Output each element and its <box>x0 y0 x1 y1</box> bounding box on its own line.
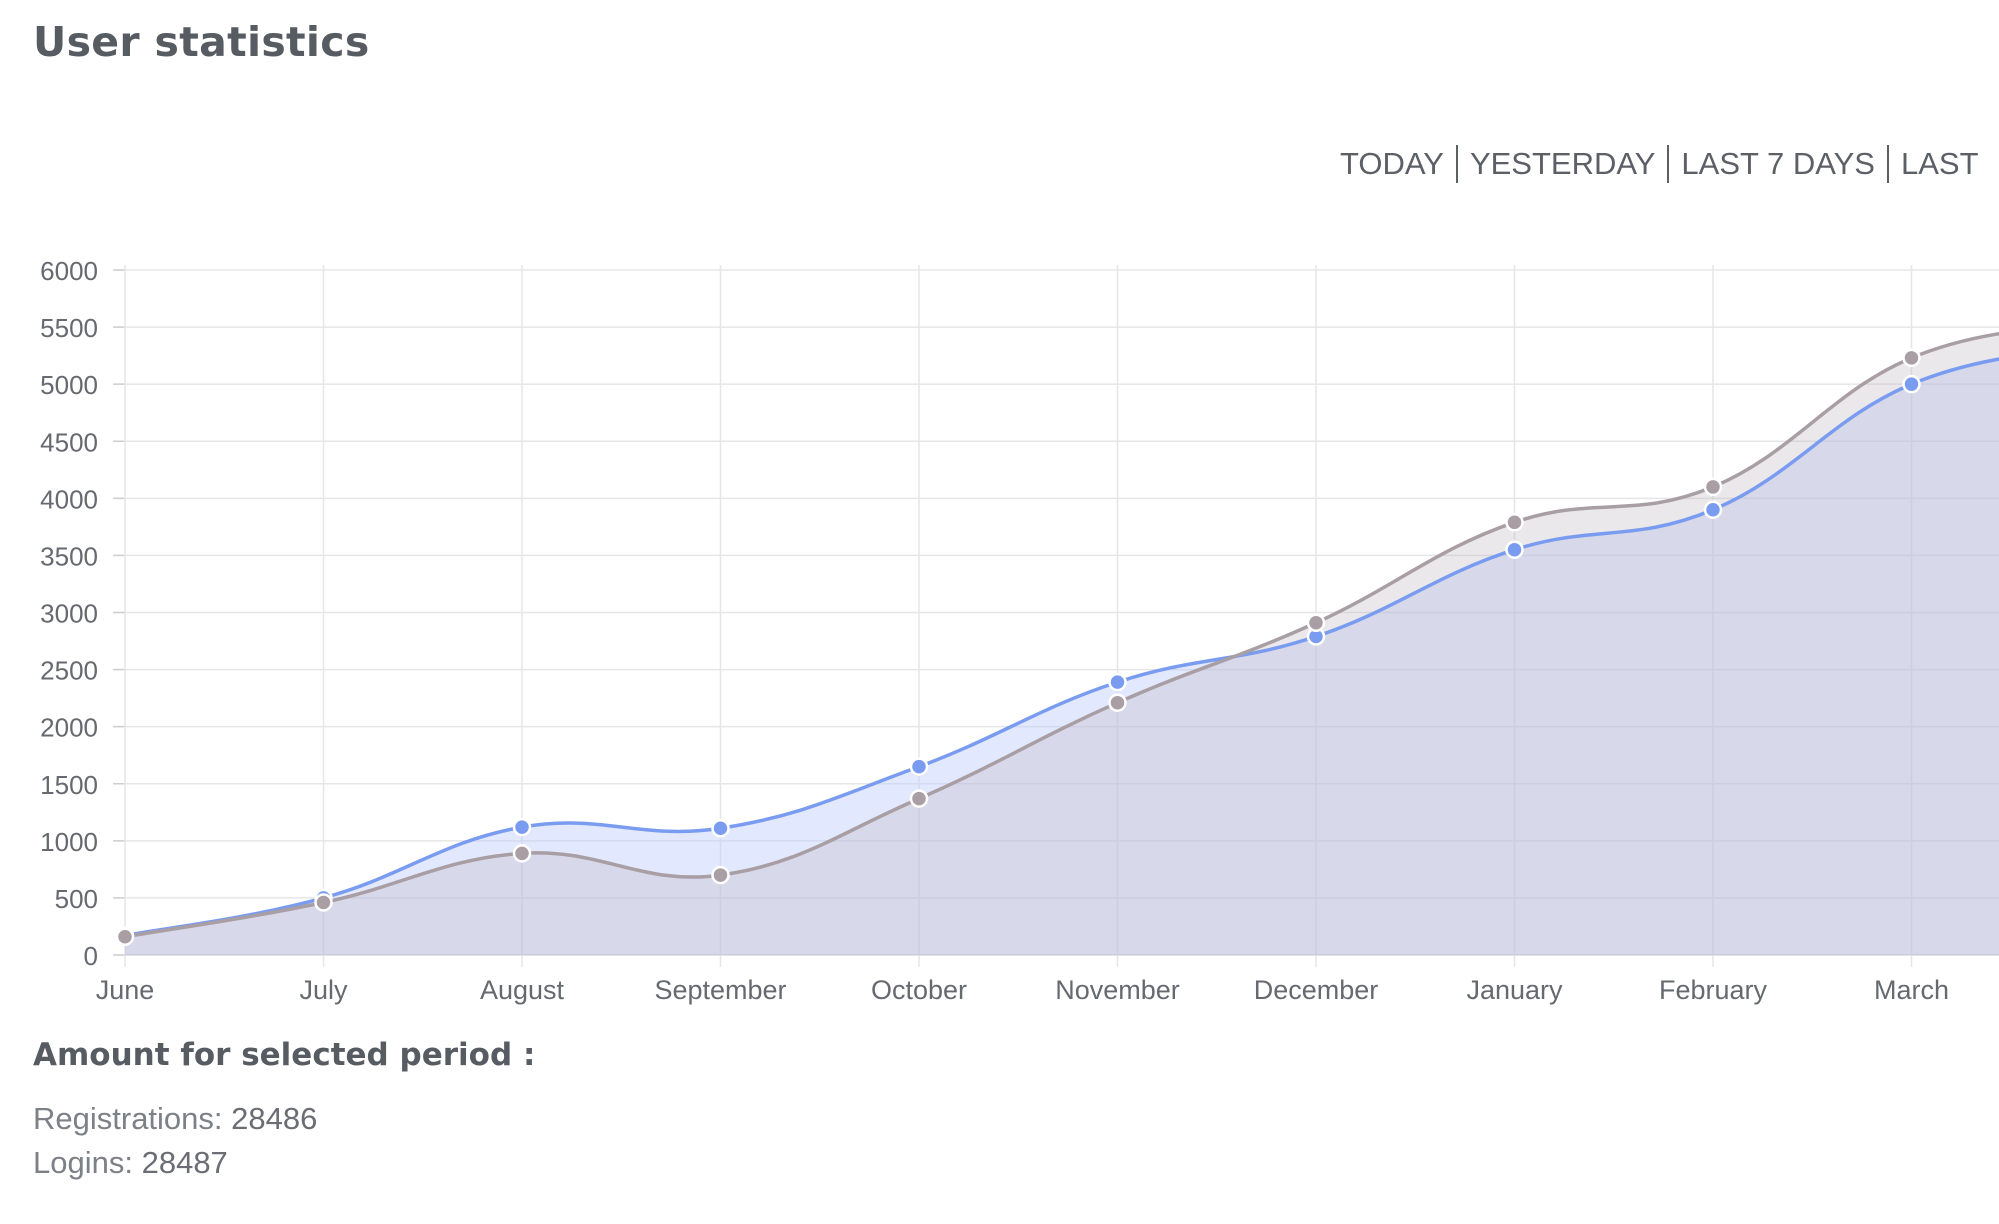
y-tick-label: 1500 <box>40 770 98 800</box>
series-a-area <box>125 359 1999 955</box>
series-b-point[interactable] <box>711 865 730 885</box>
y-tick-label: 6000 <box>40 256 98 286</box>
series-b-point[interactable] <box>909 789 929 808</box>
y-tick-label: 1000 <box>40 827 98 857</box>
page-title: User statistics <box>33 18 370 66</box>
period-last-7-days-link[interactable]: LAST 7 DAYS <box>1681 146 1875 181</box>
nav-divider <box>1886 145 1889 183</box>
x-tick-label: July <box>299 975 348 1005</box>
nav-divider <box>1455 145 1458 183</box>
logins-value: 28487 <box>141 1145 228 1180</box>
x-tick-label: December <box>1254 975 1379 1005</box>
logins-label: Logins: <box>33 1145 133 1180</box>
series-b-point[interactable] <box>1703 477 1723 497</box>
series-b-point[interactable] <box>1902 348 1921 368</box>
logins-stat: Logins: 28487 <box>33 1141 535 1185</box>
x-tick-label: September <box>654 975 786 1005</box>
series-b-point[interactable] <box>115 927 135 946</box>
y-tick-label: 3000 <box>40 599 98 629</box>
series-a-point[interactable] <box>512 817 532 837</box>
y-tick-label: 500 <box>55 884 98 914</box>
period-today-link[interactable]: TODAY <box>1340 146 1444 181</box>
series-b-point[interactable] <box>1306 613 1326 633</box>
x-tick-label: February <box>1659 975 1768 1005</box>
x-tick-label: March <box>1874 975 1949 1005</box>
series-b-point[interactable] <box>314 893 333 912</box>
registrations-value: 28486 <box>231 1101 318 1136</box>
series-a-point[interactable] <box>711 819 730 838</box>
series-b-point[interactable] <box>1505 513 1524 532</box>
series-b-point[interactable] <box>1108 693 1127 712</box>
series-a-point[interactable] <box>1108 672 1127 692</box>
period-last-link[interactable]: LAST <box>1900 146 1979 181</box>
summary-heading: Amount for selected period : <box>33 1037 536 1073</box>
user-statistics-chart: 0 500 1000 1500 2000 2500 3000 3500 4000 4500 5000… <box>40 256 1999 1005</box>
registrations-stat: Registrations: 28486 <box>33 1097 535 1141</box>
x-tick-label: August <box>480 975 565 1005</box>
period-yesterday-link[interactable]: YESTERDAY <box>1469 146 1656 181</box>
series-a-point[interactable] <box>909 757 929 776</box>
y-tick-label: 4500 <box>40 427 98 457</box>
x-tick-label: January <box>1466 975 1563 1005</box>
y-tick-label: 0 <box>84 941 98 971</box>
y-tick-label: 2500 <box>40 656 98 686</box>
y-tick-label: 2000 <box>40 713 98 743</box>
nav-divider <box>1667 145 1670 183</box>
x-tick-label: October <box>871 975 967 1005</box>
period-summary: Amount for selected period : Registratio… <box>33 1037 535 1185</box>
series-b-point[interactable] <box>512 844 532 863</box>
registrations-label: Registrations: <box>33 1101 223 1136</box>
x-tick-label: June <box>96 975 155 1005</box>
y-tick-label: 5000 <box>40 370 98 400</box>
y-tick-label: 4000 <box>40 484 98 514</box>
x-tick-label: November <box>1055 975 1180 1005</box>
y-tick-label: 5500 <box>40 313 98 343</box>
y-tick-label: 3500 <box>40 541 98 571</box>
period-filter-nav: TODAY YESTERDAY LAST 7 DAYS LAST <box>1340 142 1991 186</box>
series-b-area <box>125 333 1999 955</box>
series-a-point[interactable] <box>1902 374 1921 394</box>
series-a-point[interactable] <box>1703 500 1723 519</box>
series-a-point[interactable] <box>1505 540 1524 559</box>
